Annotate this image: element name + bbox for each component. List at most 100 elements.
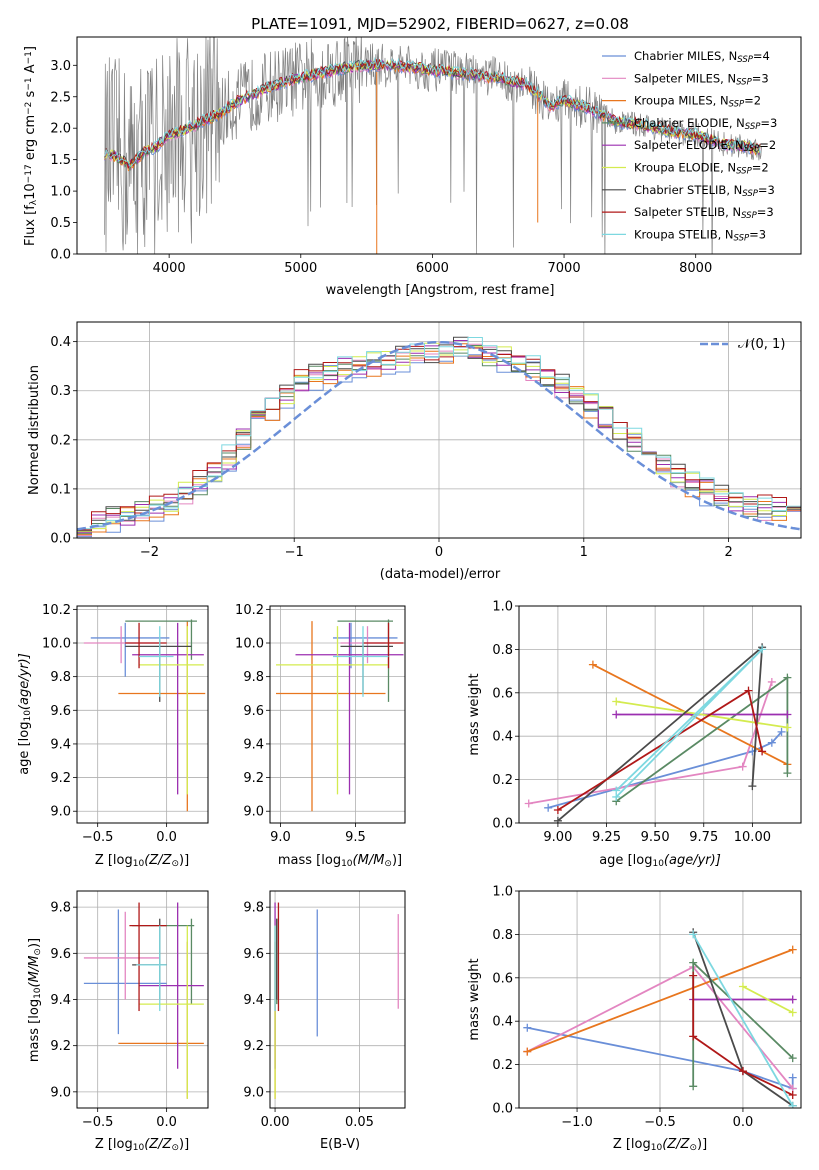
- y-axis-label-part: −17: [24, 164, 34, 183]
- weight-marker: [783, 769, 792, 778]
- legend-label-sub: SSP: [745, 122, 761, 132]
- weight-line: [615, 675, 789, 803]
- errorbar-axes-frame: [76, 605, 209, 824]
- x-tick-label: 9.0: [270, 830, 291, 845]
- weight-line: [692, 933, 794, 1107]
- legend-label-suffix: =3: [752, 71, 769, 85]
- y-tick-label: 9.4: [50, 993, 71, 1008]
- weight-marker: [744, 686, 753, 695]
- weight-marker: [788, 995, 797, 1004]
- x-axis-label-part: 10: [133, 1143, 145, 1153]
- x-tick-label: 10.00: [734, 830, 771, 845]
- legend-label-suffix: =2: [744, 94, 761, 108]
- legend-label-suffix: =3: [758, 183, 775, 197]
- weight-axes-frame: [518, 890, 802, 1109]
- weight-marker: [788, 1073, 797, 1082]
- weight-marker: [788, 1054, 797, 1063]
- y-tick-label: 9.0: [243, 1085, 264, 1100]
- y-tick-label: 9.4: [50, 737, 71, 752]
- legend-label-suffix: =3: [757, 205, 774, 219]
- y-axis-label-part: 10: [33, 987, 43, 999]
- x-axis-label-part: ⊙: [689, 1143, 697, 1153]
- x-axis-label: Z [log10(Z/Z⊙)]: [95, 1137, 189, 1153]
- weight-marker: [758, 747, 767, 756]
- x-axis-label-part: Z [log: [613, 1137, 651, 1152]
- y-tick-label: 10.2: [235, 603, 264, 618]
- y-tick-label: 9.4: [243, 737, 264, 752]
- weight-marker: [788, 1008, 797, 1017]
- legend-label-sub: SSP: [742, 189, 758, 199]
- weight-plot: [524, 643, 792, 823]
- weight-axes-frame: [518, 605, 802, 824]
- y-axis-label-part: ⊙: [33, 948, 43, 956]
- weight-marker: [553, 816, 562, 823]
- x-axis-label-part: 10: [341, 859, 353, 869]
- x-axis-label-part: (age/yr)]: [664, 853, 721, 868]
- legend-label: 𝒩(0, 1): [738, 337, 785, 352]
- y-tick-label: 0.0: [50, 532, 71, 547]
- y-tick-label: 10.0: [42, 637, 71, 652]
- x-axis-label-part: )]: [392, 853, 402, 868]
- y-axis-label-part: s: [23, 90, 38, 101]
- y-axis-label: mass weight: [467, 673, 482, 755]
- legend-label-sub: SSP: [744, 144, 760, 154]
- weight-line: [616, 700, 788, 729]
- x-axis-label-part: )]: [697, 1137, 707, 1152]
- legend-label-sub: SSP: [736, 167, 752, 177]
- x-tick-label: 9.75: [689, 830, 718, 845]
- legend-label-text: Kroupa ELODIE, N: [634, 161, 736, 175]
- y-axis-label: Flux [fλ10−17 erg cm−2 s−1 A−1]: [23, 46, 39, 246]
- y-axis-label-part: Flux [f: [23, 205, 38, 246]
- y-tick-label: 10.0: [235, 637, 264, 652]
- weight-marker: [788, 945, 797, 954]
- x-tick-label: 9.50: [641, 830, 670, 845]
- y-axis-label-part: age [log: [17, 722, 32, 775]
- y-axis-label-part: 10: [23, 710, 33, 722]
- y-axis-label-part: −1: [24, 77, 34, 90]
- errorbar-plot: [83, 619, 206, 812]
- weight-marker: [553, 805, 562, 814]
- y-tick-label: 2.0: [50, 122, 71, 137]
- spectrum-axes-frame: [76, 36, 802, 255]
- y-axis-label-part: 10: [23, 183, 38, 200]
- weight-marker: [767, 677, 776, 686]
- y-tick-label: 0.6: [492, 971, 513, 986]
- y-axis-label-part: mass [log: [27, 999, 42, 1062]
- weight-marker: [758, 645, 767, 654]
- x-tick-label: 0.0: [156, 830, 177, 845]
- y-axis-label-part: (age/yr)]: [17, 653, 32, 710]
- legend-label: Chabrier STELIB, NSSP=3: [634, 183, 775, 199]
- x-axis-label-part: ⊙: [171, 859, 179, 869]
- y-axis-label: age [log10(age/yr)]: [17, 653, 33, 775]
- weight-line: [547, 731, 783, 809]
- x-tick-label: 1: [580, 545, 588, 560]
- legend-label-sub: SSP: [737, 55, 753, 65]
- y-axis-label-part: A: [23, 64, 38, 77]
- x-axis-label-part: ⊙: [171, 1143, 179, 1153]
- weight-marker: [738, 762, 747, 771]
- errorbar-axes-frame: [269, 890, 406, 1109]
- errorbar-axes-frame: [76, 890, 209, 1109]
- y-tick-label: 9.6: [50, 947, 71, 962]
- legend-label-suffix: =2: [759, 138, 776, 152]
- y-tick-label: 9.6: [243, 704, 264, 719]
- weight-line: [692, 975, 794, 1096]
- y-axis-label-part: (M/M: [27, 956, 42, 988]
- y-tick-label: 0.2: [50, 433, 71, 448]
- y-tick-label: 10.2: [42, 603, 71, 618]
- x-tick-label: 4000: [153, 261, 186, 276]
- legend-label-suffix: =4: [753, 49, 770, 63]
- weight-marker: [767, 738, 776, 747]
- y-tick-label: 9.2: [243, 771, 264, 786]
- weight-plot: [523, 928, 797, 1108]
- legend-label: Salpeter STELIB, NSSP=3: [634, 205, 774, 221]
- legend-label-sub: SSP: [741, 211, 757, 221]
- y-tick-label: 9.8: [50, 901, 71, 916]
- legend-label: Salpeter MILES, NSSP=3: [634, 71, 769, 87]
- weight-line: [526, 948, 794, 1053]
- legend-label-suffix: =2: [752, 161, 769, 175]
- x-axis-label: (data-model)/error: [380, 567, 501, 582]
- weight-marker: [689, 971, 698, 980]
- x-tick-label: 9.25: [592, 830, 621, 845]
